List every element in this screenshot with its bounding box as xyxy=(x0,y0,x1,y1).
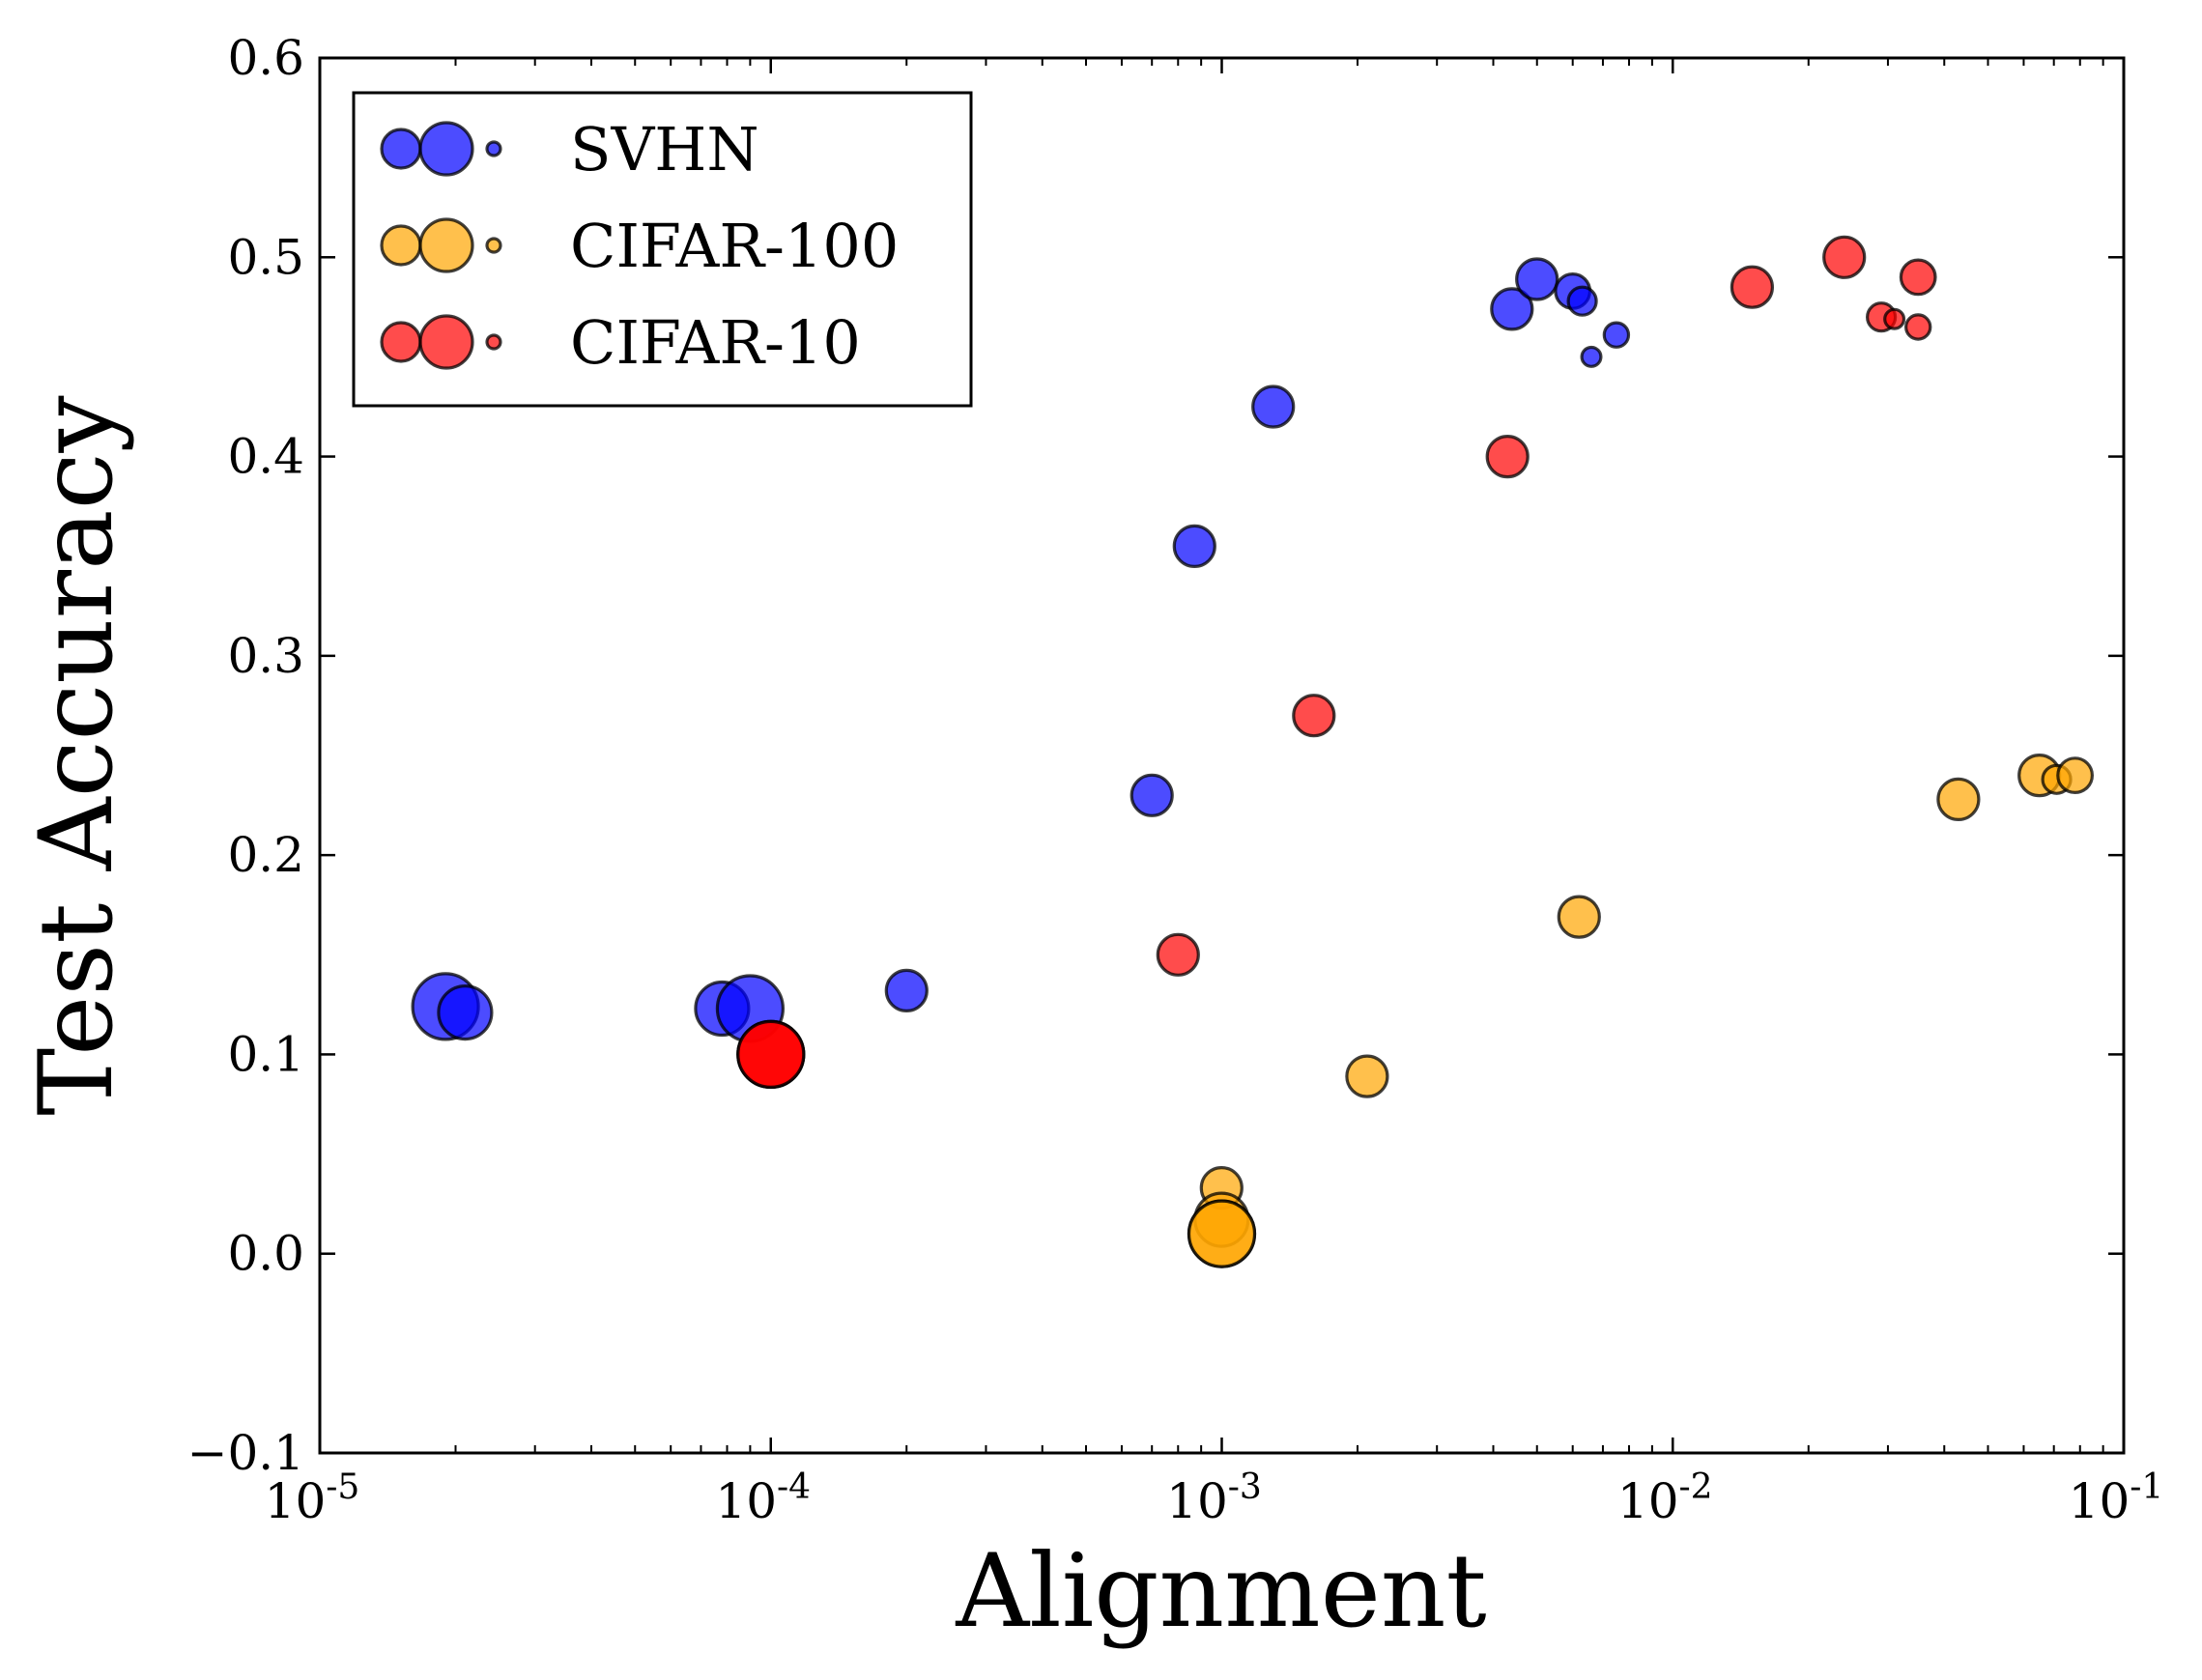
y-tick-label: 0.6 xyxy=(227,30,304,86)
data-point-cifar-10-11 xyxy=(1903,313,1932,341)
legend-marker-svhn-0 xyxy=(380,128,422,170)
x-axis-title: Alignment xyxy=(955,1532,1486,1650)
x-tick-label: 10-2 xyxy=(1617,1467,1713,1529)
data-point-svhn-4 xyxy=(884,968,929,1013)
y-axis-title: Test Accuracy xyxy=(17,395,135,1116)
x-tick-label: 10-4 xyxy=(715,1467,811,1529)
legend-marker-cifar-100-0 xyxy=(380,224,422,267)
legend-marker-svhn-1 xyxy=(418,121,474,177)
data-point-svhn-6 xyxy=(1172,524,1216,569)
data-point-cifar-100-3 xyxy=(1187,1199,1257,1268)
y-tick-label: 0.3 xyxy=(227,628,304,684)
data-point-cifar-10-5 xyxy=(1485,435,1530,479)
y-tick-label: −0.1 xyxy=(187,1425,304,1481)
legend-marker-cifar-10-1 xyxy=(418,314,474,370)
x-tick-label: 10-3 xyxy=(1166,1467,1262,1529)
data-point-cifar-10-6 xyxy=(1730,265,1775,309)
y-tick-label: 0.0 xyxy=(227,1226,304,1282)
data-point-svhn-7 xyxy=(1251,384,1296,429)
ticks-layer: −0.1 0.0 0.1 0.2 0.3 0.4 0.5 0.6 10-5 10-4 10-3 10-… xyxy=(187,30,2164,1529)
data-point-svhn-8 xyxy=(1490,287,1534,331)
data-point-svhn-13 xyxy=(1602,321,1631,349)
data-point-svhn-9 xyxy=(1515,257,1559,301)
x-tick-label: 10-5 xyxy=(265,1467,360,1529)
x-tick-label: 10-1 xyxy=(2069,1467,2164,1529)
data-point-cifar-10-9 xyxy=(1883,307,1906,330)
legend: SVHN CIFAR-100 CIFAR-10 xyxy=(352,91,973,408)
data-point-svhn-11 xyxy=(1566,285,1598,317)
legend-marker-cifar-100-2 xyxy=(485,237,502,254)
data-point-cifar-100-5 xyxy=(1557,895,1601,939)
data-point-cifar-100-4 xyxy=(1345,1054,1389,1098)
legend-marker-cifar-100-1 xyxy=(418,217,474,273)
points-layer xyxy=(411,235,2095,1268)
y-tick-label: 0.1 xyxy=(227,1026,304,1082)
plot-frame xyxy=(318,56,2126,1455)
data-point-cifar-100-9 xyxy=(2056,756,2095,794)
y-tick-label: 0.2 xyxy=(227,827,304,883)
data-point-svhn-1 xyxy=(437,983,494,1041)
data-point-cifar-100-6 xyxy=(1936,777,1981,822)
y-tick-label: 0.5 xyxy=(227,229,304,285)
data-point-cifar-10-7 xyxy=(1822,235,1867,279)
data-point-cifar-10-3 xyxy=(1156,932,1200,977)
legend-label-svhn: SVHN xyxy=(570,114,759,185)
legend-marker-svhn-2 xyxy=(485,140,502,157)
data-point-svhn-12 xyxy=(1580,345,1603,368)
data-point-cifar-10-2 xyxy=(736,1019,806,1090)
data-point-cifar-10-10 xyxy=(1899,258,1937,297)
y-tick-label: 0.4 xyxy=(227,429,304,485)
data-point-svhn-5 xyxy=(1130,773,1174,817)
legend-label-cifar-100: CIFAR-100 xyxy=(570,211,899,281)
legend-marker-cifar-10-0 xyxy=(380,321,422,363)
legend-label-cifar-10: CIFAR-10 xyxy=(570,307,861,378)
data-point-cifar-10-4 xyxy=(1292,694,1336,738)
legend-marker-cifar-10-2 xyxy=(485,333,502,351)
